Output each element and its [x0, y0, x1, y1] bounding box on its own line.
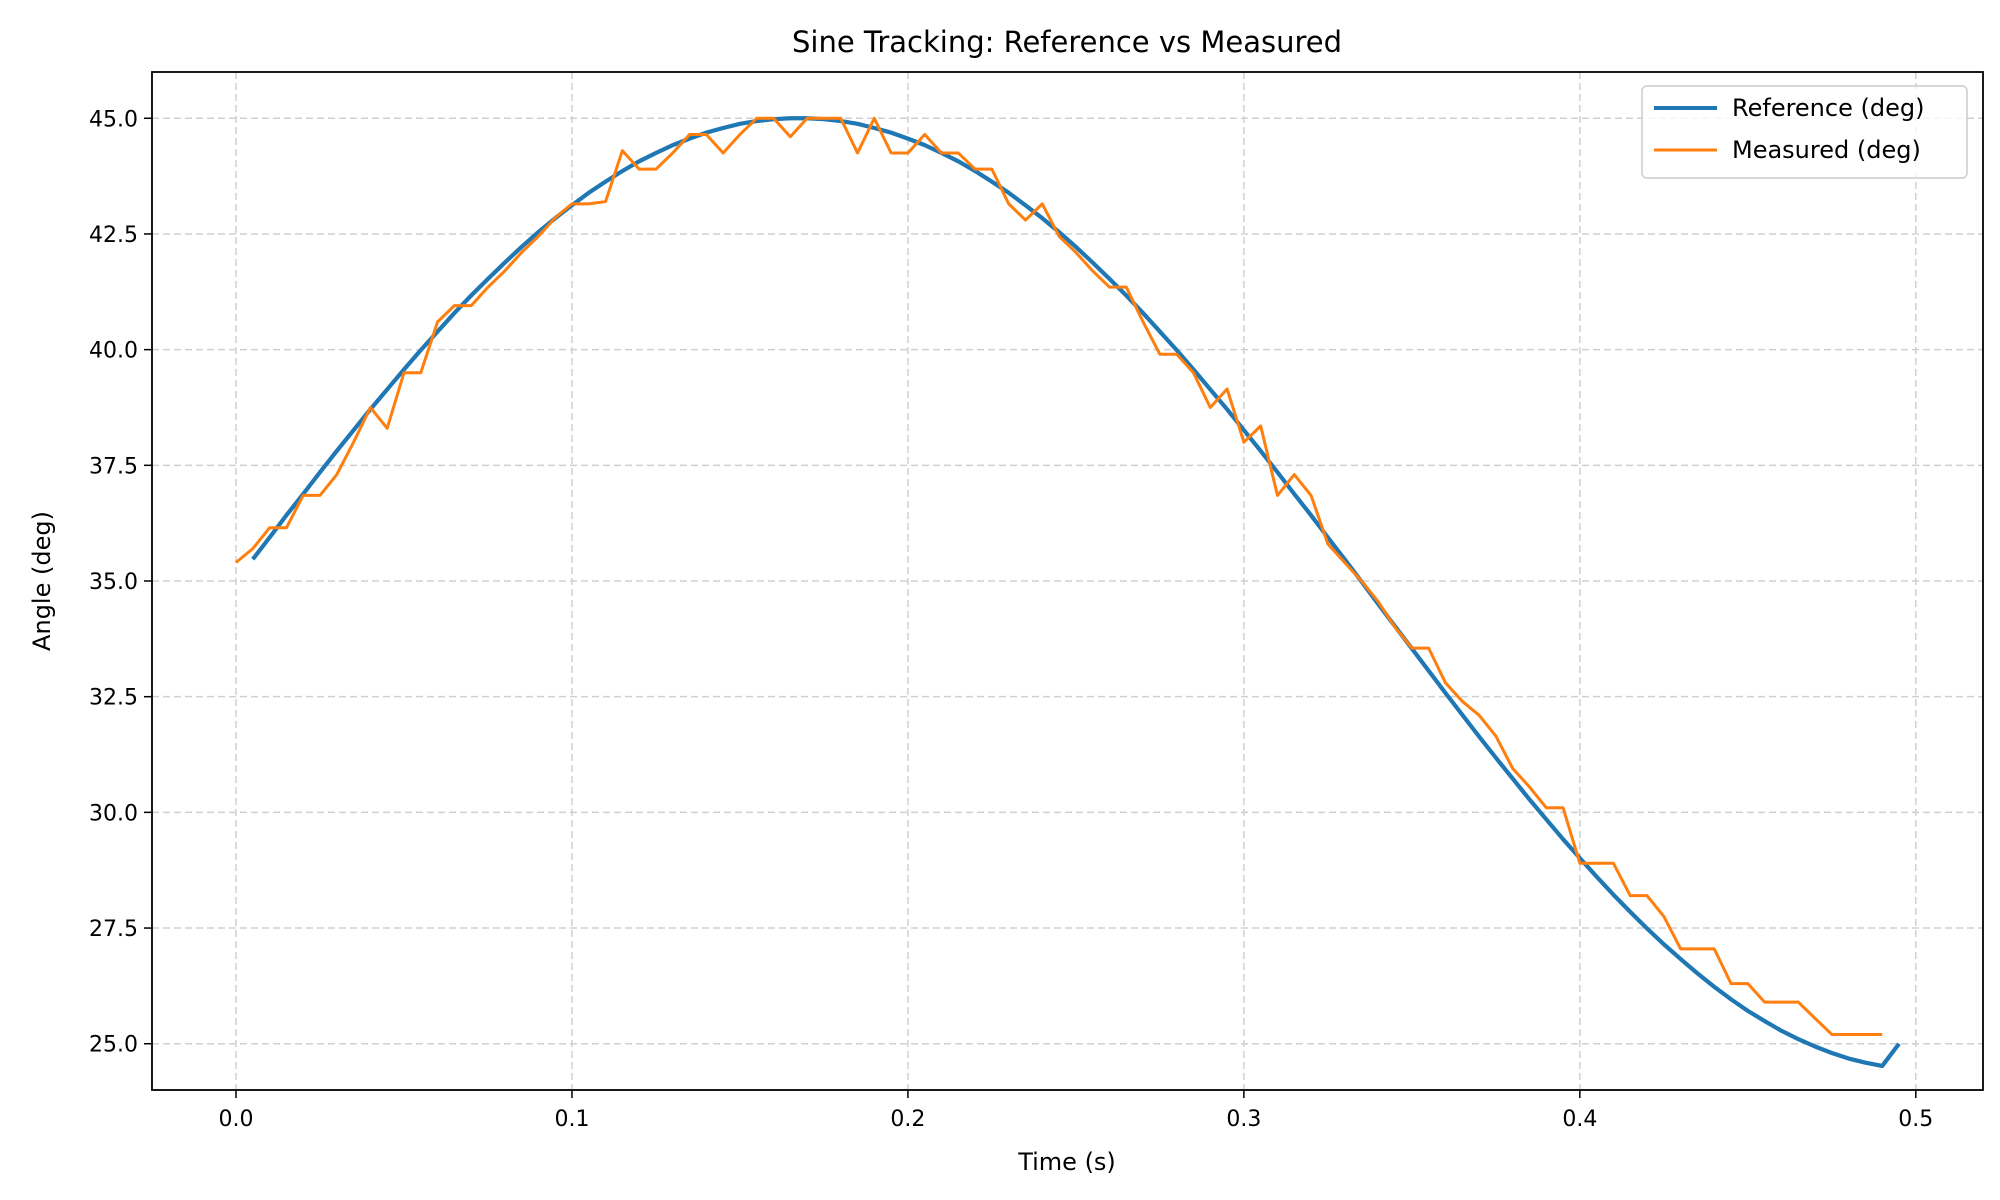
x-tick-label: 0.0 — [218, 1107, 253, 1132]
y-tick-label: 45.0 — [89, 107, 138, 132]
y-tick-label: 35.0 — [89, 570, 138, 595]
y-tick-label: 30.0 — [89, 801, 138, 826]
y-tick-label: 25.0 — [89, 1033, 138, 1058]
y-tick-label: 42.5 — [89, 223, 138, 248]
series-line-reference — [251, 116, 1901, 1069]
legend-label-measured: Measured (deg) — [1732, 136, 1921, 164]
legend-box — [1641, 85, 1968, 179]
x-tick-label: 0.5 — [1898, 1107, 1933, 1132]
y-tick-label: 40.0 — [89, 339, 138, 364]
y-axis: 25.0 27.5 30.0 32.5 35.0 37.5 40.0 42.5 45.0 — [89, 107, 152, 1058]
x-tick-label: 0.3 — [1226, 1107, 1261, 1132]
chart-title: Sine Tracking: Reference vs Measured — [792, 25, 1342, 59]
series-layer — [235, 116, 1901, 1069]
x-axis: 0.0 0.1 0.2 0.3 0.4 0.5 — [218, 1090, 1933, 1132]
y-axis-label: Angle (deg) — [28, 511, 56, 651]
x-tick-label: 0.2 — [890, 1107, 925, 1132]
legend-label-reference: Reference (deg) — [1732, 94, 1924, 122]
y-tick-label: 32.5 — [89, 686, 138, 711]
series-line-measured — [235, 116, 1883, 1036]
y-tick-label: 27.5 — [89, 917, 138, 942]
x-tick-label: 0.1 — [554, 1107, 589, 1132]
grid — [152, 72, 1983, 1090]
x-axis-label: Time (s) — [1017, 1148, 1116, 1176]
y-tick-label: 37.5 — [89, 454, 138, 479]
legend: Reference (deg) Measured (deg) — [1641, 85, 1968, 179]
x-tick-label: 0.4 — [1562, 1107, 1597, 1132]
